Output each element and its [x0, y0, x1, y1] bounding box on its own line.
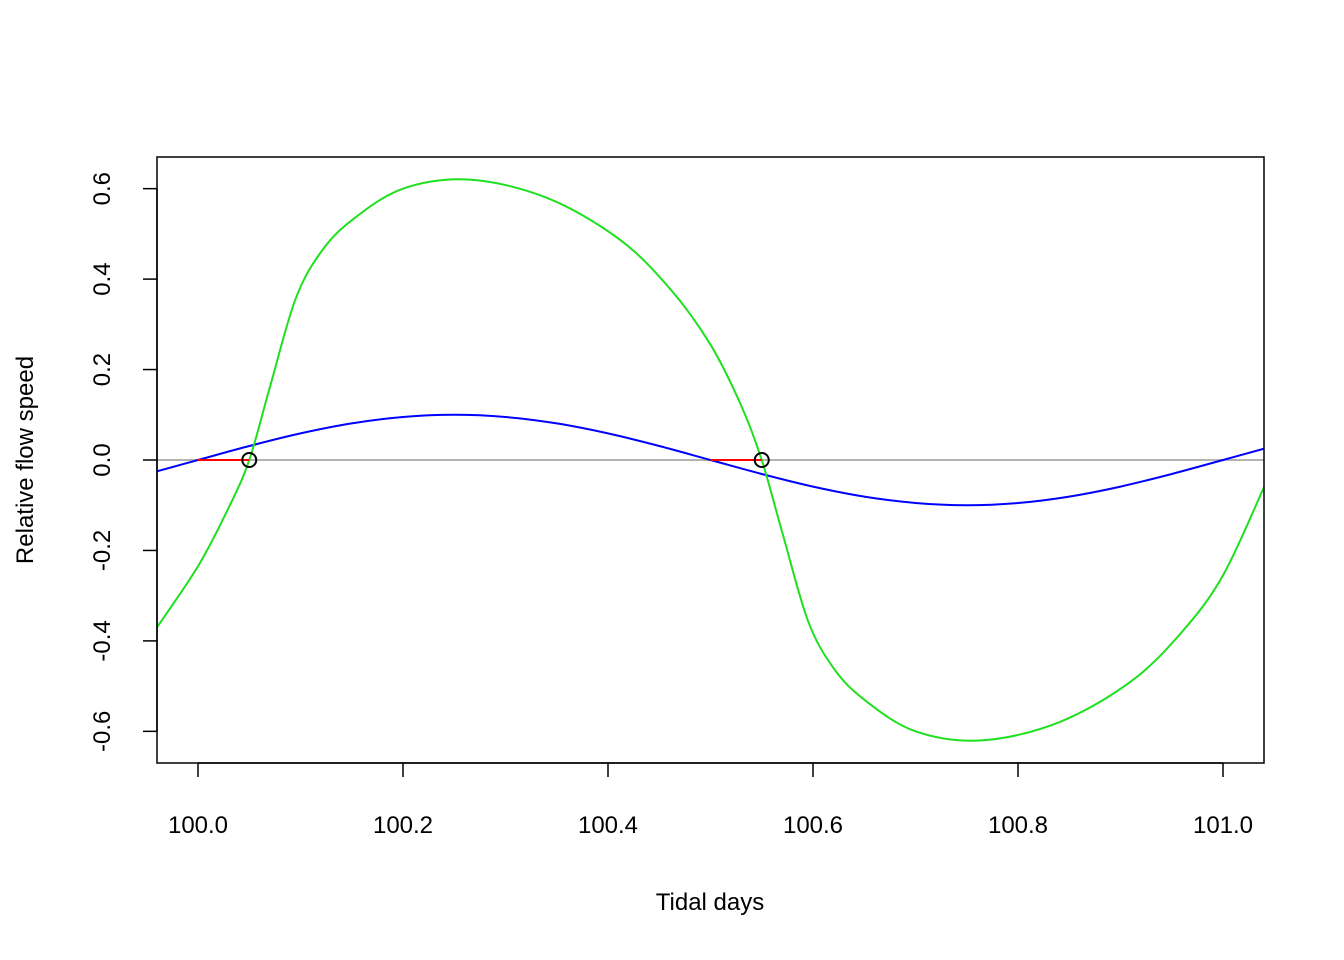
y-tick-label: 0.6	[89, 172, 116, 205]
zero-crossing-point-1	[753, 452, 770, 468]
x-tick-label: 100.8	[988, 812, 1048, 839]
x-tick-label: 100.0	[168, 812, 228, 839]
y-tick-label: 0.2	[89, 353, 116, 386]
x-tick-label: 100.6	[783, 812, 843, 839]
y-tick-label: 0.4	[89, 262, 116, 295]
zero-crossing-point-0	[241, 452, 258, 468]
x-axis: 100.0 100.2 100.4 100.6 100.8 101.0	[168, 762, 1253, 839]
y-tick-label: -0.4	[89, 620, 116, 661]
x-tick-label: 101.0	[1193, 812, 1253, 839]
y-tick-label: -0.2	[89, 530, 116, 571]
x-tick-label: 100.4	[578, 812, 638, 839]
y-axis-title: Relative flow speed	[12, 356, 39, 564]
x-tick-label: 100.2	[373, 812, 433, 839]
x-axis-title: Tidal days	[656, 889, 765, 916]
y-axis: -0.6 -0.4 -0.2 0.0 0.2 0.4 0.6	[89, 172, 158, 752]
y-tick-label: 0.0	[89, 443, 116, 476]
green-series-line	[157, 178, 1264, 742]
y-tick-label: -0.6	[89, 711, 116, 752]
